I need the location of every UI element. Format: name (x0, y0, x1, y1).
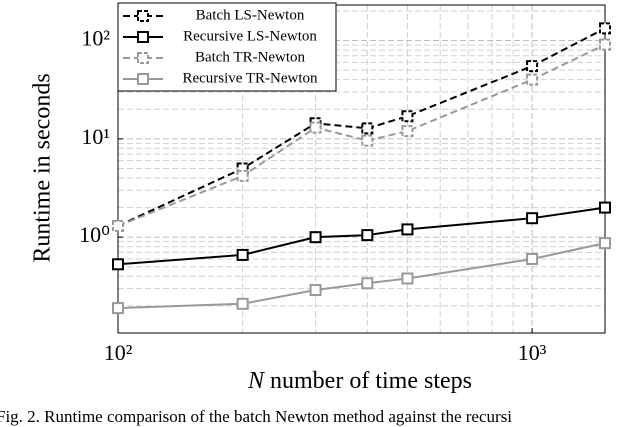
caption: Fig. 2. Runtime comparison of the batch … (0, 407, 512, 426)
y-tick-label: 10¹ (81, 124, 110, 149)
point (361, 229, 374, 242)
point (112, 219, 124, 232)
x-axis-symbol: N (247, 368, 266, 394)
point (599, 38, 611, 51)
x-axis-text: number of time steps (270, 368, 472, 394)
point (236, 297, 249, 310)
point (112, 258, 124, 271)
plot-frame (117, 4, 606, 334)
x-tick-label: 10² (104, 340, 133, 365)
point (236, 248, 249, 261)
point (236, 169, 249, 182)
point (526, 73, 539, 86)
point (401, 272, 414, 285)
point (401, 110, 414, 123)
legend-box (117, 2, 337, 92)
point (526, 252, 539, 265)
point (309, 231, 322, 244)
x-tick-label: 10³ (518, 340, 547, 365)
x-axis-label: N number of time steps (247, 368, 472, 394)
point (112, 302, 124, 315)
legend-marker (137, 31, 149, 43)
legend-label: Recursive TR-Newton (182, 70, 318, 86)
legend-label: Recursive LS-Newton (183, 28, 317, 44)
point (401, 223, 414, 236)
legend-label: Batch TR-Newton (195, 49, 306, 65)
point (599, 201, 611, 214)
point (361, 134, 374, 147)
legend-marker (137, 73, 149, 85)
point (361, 122, 374, 135)
point (309, 121, 322, 134)
point (309, 284, 322, 297)
point (401, 125, 414, 138)
legend-label: Batch LS-Newton (196, 7, 305, 23)
legend-marker (137, 52, 149, 64)
y-axis-label: Runtime in seconds (30, 73, 56, 262)
legend-marker (137, 10, 149, 22)
point (361, 277, 374, 290)
y-tick-label: 10² (81, 26, 110, 51)
point (526, 60, 539, 73)
y-tick-label: 10⁰ (79, 222, 110, 247)
point (526, 212, 539, 225)
legend: Batch LS-Newton Recursive LS-Newton Batch … (117, 2, 337, 92)
point (599, 22, 611, 35)
point (599, 237, 611, 250)
